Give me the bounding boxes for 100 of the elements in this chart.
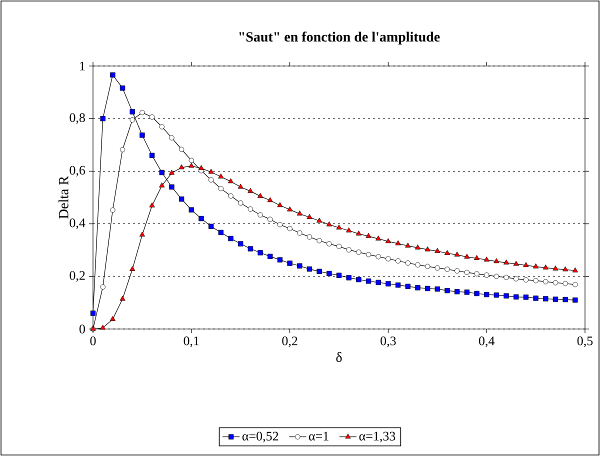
point: [474, 271, 480, 276]
y-axis-title: Delta R: [58, 176, 68, 219]
point: [386, 256, 391, 262]
point: [464, 290, 470, 295]
point: [366, 252, 372, 258]
point: [395, 258, 401, 264]
point: [208, 224, 214, 230]
point: [542, 264, 548, 270]
point: [257, 192, 264, 198]
x-tick-label: 0,4: [478, 336, 495, 348]
point: [385, 238, 391, 244]
point: [149, 152, 155, 158]
point: [208, 168, 214, 174]
point: [238, 241, 244, 246]
point: [130, 109, 135, 114]
point: [326, 241, 332, 246]
point: [258, 250, 263, 256]
point: [188, 207, 194, 212]
point: [562, 296, 568, 302]
point: [444, 266, 450, 272]
y-tick-label: 0,6: [70, 166, 86, 177]
point: [572, 297, 578, 303]
point: [306, 266, 312, 272]
point: [533, 263, 539, 268]
point: [169, 184, 174, 190]
point: [208, 177, 214, 182]
point: [296, 210, 302, 216]
point: [454, 252, 460, 257]
point: [268, 216, 273, 222]
point: [178, 196, 184, 202]
point: [424, 286, 430, 292]
point: [248, 206, 254, 212]
point: [277, 202, 283, 208]
point: [188, 162, 194, 168]
point: [130, 117, 135, 123]
point: [287, 226, 292, 232]
point: [494, 292, 500, 298]
point: [552, 280, 558, 286]
point: [268, 254, 273, 260]
point: [543, 296, 548, 302]
point: [326, 270, 332, 276]
point: [336, 244, 342, 250]
point: [474, 255, 480, 260]
point: [366, 278, 372, 284]
point: [306, 234, 312, 240]
point: [552, 296, 558, 302]
point: [503, 260, 510, 264]
point: [346, 247, 352, 252]
point: [336, 272, 342, 278]
point: [228, 236, 234, 242]
point: [297, 230, 302, 236]
point: [424, 264, 430, 270]
y-tick-label: 0,2: [70, 271, 85, 282]
point: [376, 236, 382, 240]
point: [90, 310, 96, 316]
point: [405, 242, 411, 248]
point: [218, 186, 224, 192]
point: [149, 202, 155, 208]
point: [100, 284, 106, 290]
point: [140, 132, 145, 138]
point: [514, 276, 519, 282]
point: [139, 232, 145, 237]
y-tick-label: 1: [80, 62, 85, 70]
point: [376, 254, 381, 260]
point: [326, 221, 332, 226]
point: [100, 116, 106, 122]
point: [504, 274, 509, 280]
point: [198, 216, 204, 222]
point: [120, 296, 126, 301]
point: [523, 294, 529, 300]
x-tick-label: 0,3: [380, 336, 396, 348]
point: [110, 316, 116, 321]
point: [415, 285, 420, 290]
point: [454, 289, 460, 294]
point: [444, 288, 450, 294]
point: [405, 284, 410, 289]
legend-label: α=0,52: [242, 432, 278, 442]
point: [110, 72, 116, 78]
point: [277, 222, 283, 228]
point: [178, 146, 184, 152]
point: [346, 275, 352, 280]
point: [434, 286, 440, 292]
y-tick-label: 0,8: [70, 113, 85, 124]
x-tick-label: 0,2: [282, 336, 298, 348]
point: [562, 280, 568, 286]
point: [484, 256, 490, 262]
point: [178, 164, 184, 170]
chart-title: "Saut" en fonction de l'amplitude: [239, 32, 440, 44]
point: [120, 147, 126, 152]
point: [149, 114, 155, 120]
point: [464, 254, 470, 259]
point: [297, 263, 302, 268]
point: [484, 292, 490, 298]
point: [434, 265, 440, 271]
point: [533, 278, 538, 284]
point: [316, 218, 322, 223]
point: [248, 188, 254, 193]
y-tick-label: 0: [79, 324, 85, 334]
point: [424, 246, 430, 252]
point: [405, 260, 410, 266]
